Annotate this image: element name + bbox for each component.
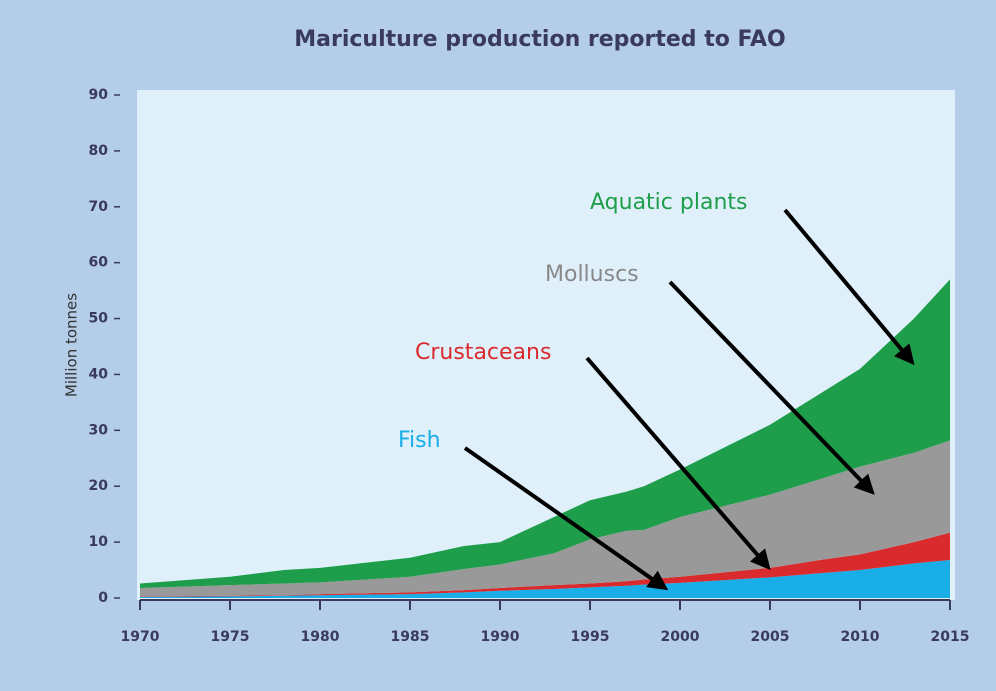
area (140, 279, 950, 588)
area (140, 440, 950, 597)
series-label: Crustaceans (415, 340, 551, 365)
series-label: Molluscs (545, 262, 639, 287)
y-tick-label: 40 (89, 366, 109, 382)
chart-title: Mariculture production reported to FAO (294, 27, 786, 52)
y-tick-label: 90 (89, 87, 109, 103)
series-label: Fish (398, 428, 441, 453)
x-tick-label: 2015 (931, 629, 970, 645)
series-label: Aquatic plants (590, 190, 747, 215)
arrow (668, 280, 875, 495)
arrow (463, 446, 669, 591)
y-tick-label: 10 (89, 534, 109, 550)
arrow (585, 356, 771, 571)
y-tick-label: 80 (89, 143, 109, 159)
x-tick-label: 2000 (661, 629, 700, 645)
y-tick-label: 0 (98, 590, 108, 606)
y-tick-label: 20 (89, 478, 109, 494)
x-tick-label: 2005 (751, 629, 790, 645)
arrow (783, 208, 915, 366)
y-tick-label: 50 (89, 311, 109, 327)
area (140, 559, 950, 598)
x-tick-label: 1995 (571, 629, 610, 645)
x-tick-label: 1975 (211, 629, 250, 645)
x-tick-label: 2010 (841, 629, 880, 645)
x-tick-label: 1985 (391, 629, 430, 645)
y-tick-label: 60 (89, 255, 109, 271)
y-tick-label: 30 (89, 422, 109, 438)
y-axis-title: Million tonnes (63, 293, 81, 397)
x-tick-label: 1980 (301, 629, 340, 645)
x-tick-label: 1990 (481, 629, 520, 645)
y-tick-label: 70 (89, 199, 109, 215)
annotations (463, 208, 915, 591)
x-tick-label: 1970 (121, 629, 160, 645)
